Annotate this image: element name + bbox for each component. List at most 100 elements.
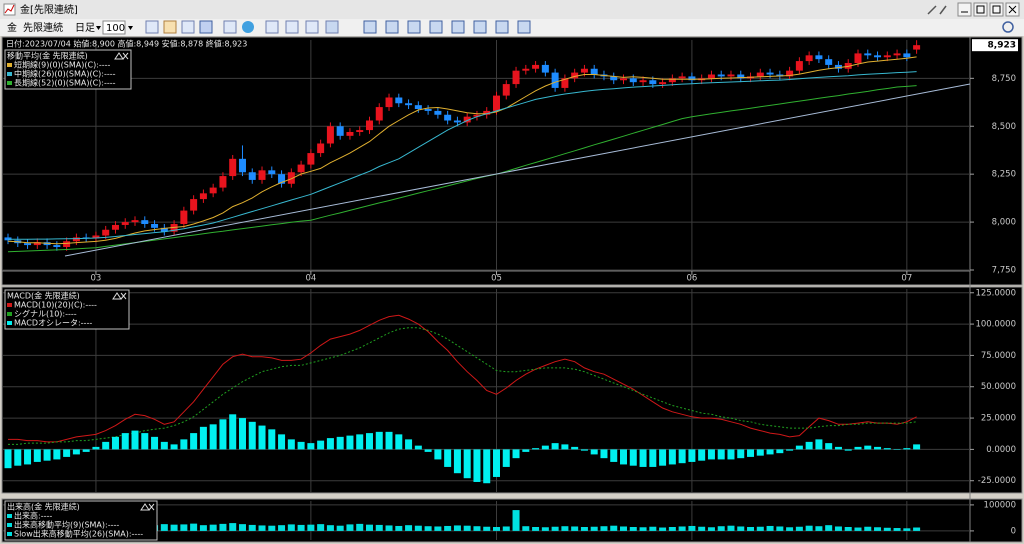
y-tick-label: 8,000 xyxy=(992,218,1016,228)
tool-icon[interactable] xyxy=(285,20,299,34)
count-input[interactable] xyxy=(102,20,126,35)
bar xyxy=(190,523,198,531)
bar xyxy=(405,525,413,531)
toolbar-symbol[interactable]: 金 xyxy=(7,21,17,34)
tool-icon[interactable] xyxy=(199,20,213,34)
window-buttons[interactable] xyxy=(927,2,1020,17)
bar xyxy=(580,449,588,451)
toolbar-icons[interactable] xyxy=(145,20,1014,34)
trend-line[interactable] xyxy=(64,83,971,257)
bar xyxy=(483,449,491,484)
x-tick-label: 05 xyxy=(491,274,502,284)
tool-icon[interactable] xyxy=(517,20,531,34)
search-icon[interactable] xyxy=(1002,21,1014,33)
tool-icon[interactable] xyxy=(473,20,487,34)
candle-body xyxy=(405,103,413,106)
candle-body xyxy=(620,78,628,81)
candle-body xyxy=(561,78,569,88)
candle-body xyxy=(326,126,334,144)
candle-body xyxy=(395,97,403,104)
legend-label: 中期線(26)(0)(SMA)(C):---- xyxy=(14,69,116,79)
window-icon-glyph xyxy=(4,4,15,14)
bar xyxy=(532,527,540,531)
minimize-button[interactable] xyxy=(957,2,972,17)
bar xyxy=(287,439,295,450)
bar xyxy=(141,433,149,450)
bar xyxy=(307,524,315,531)
toolbar-period[interactable]: 日足 xyxy=(75,22,95,34)
candle-body xyxy=(33,242,41,246)
bar xyxy=(375,431,383,450)
legend-swatch xyxy=(7,514,12,518)
bar xyxy=(297,441,305,450)
tool-icon[interactable] xyxy=(145,20,159,34)
tool-icon[interactable] xyxy=(325,20,339,34)
y-tick-label: 8,250 xyxy=(992,170,1016,180)
toolbar-count[interactable]: 100 xyxy=(106,23,125,34)
candle-body xyxy=(375,107,383,121)
tool-icon[interactable] xyxy=(242,21,254,33)
toolbar-contract[interactable]: 先限連続 xyxy=(23,21,63,34)
link-icons[interactable] xyxy=(927,5,947,15)
bar xyxy=(268,525,276,531)
bar xyxy=(522,526,530,531)
bar xyxy=(698,526,706,531)
candle-body xyxy=(815,55,823,60)
series-line xyxy=(7,56,917,245)
candle-body xyxy=(483,110,491,115)
candle-body xyxy=(199,193,207,200)
bar xyxy=(805,525,813,531)
bar xyxy=(317,440,325,450)
x-tick-label: 03 xyxy=(91,274,102,284)
bar xyxy=(463,449,471,479)
candle-body xyxy=(190,199,198,211)
series-line xyxy=(8,327,917,445)
count-dropdown[interactable] xyxy=(128,26,133,30)
tool-icon[interactable] xyxy=(451,20,465,34)
candle-body xyxy=(610,76,618,81)
candle-body xyxy=(727,74,735,77)
candle-body xyxy=(668,78,676,83)
tool-icon[interactable] xyxy=(363,20,377,34)
bar xyxy=(199,525,207,531)
candle-body xyxy=(786,70,794,77)
tool-icon[interactable] xyxy=(265,20,279,34)
bar xyxy=(717,526,725,531)
candle-body xyxy=(209,187,217,194)
bar xyxy=(590,526,598,531)
candle-body xyxy=(913,45,921,50)
tool-icon[interactable] xyxy=(163,20,177,34)
bar xyxy=(219,523,227,531)
legend-title: 出来高(金 先限連続) xyxy=(7,502,80,512)
bar xyxy=(815,439,823,450)
tool-icon[interactable] xyxy=(181,20,195,34)
maximize-button[interactable] xyxy=(973,2,988,17)
tool-icon[interactable] xyxy=(385,20,399,34)
tool-icon[interactable] xyxy=(407,20,421,34)
tool-icon[interactable] xyxy=(223,20,237,34)
legend-close xyxy=(122,52,129,60)
period-dropdown[interactable] xyxy=(96,26,101,30)
x-tick-label: 07 xyxy=(901,274,912,284)
bar xyxy=(209,524,217,531)
restore-button[interactable] xyxy=(989,2,1004,17)
tool-icon[interactable] xyxy=(305,20,319,34)
candle-body xyxy=(512,70,520,85)
candle-body xyxy=(141,220,149,224)
x-tick-label: 06 xyxy=(686,274,697,284)
candle-body xyxy=(219,176,227,188)
last-price-box xyxy=(972,39,1018,52)
bar xyxy=(53,449,61,460)
tool-icon[interactable] xyxy=(495,20,509,34)
bar xyxy=(571,526,579,531)
legend-swatch xyxy=(7,321,12,325)
window-title: 金[先限連続] xyxy=(20,3,78,16)
y-tick-label: 50.0000 xyxy=(981,382,1016,392)
bar xyxy=(297,524,305,531)
legend-swatch xyxy=(7,72,12,76)
tool-icon[interactable] xyxy=(429,20,443,34)
bar xyxy=(229,523,237,531)
bar xyxy=(854,527,862,531)
y-tick-label: 8,500 xyxy=(992,122,1016,132)
macd-panel xyxy=(1,286,1023,494)
